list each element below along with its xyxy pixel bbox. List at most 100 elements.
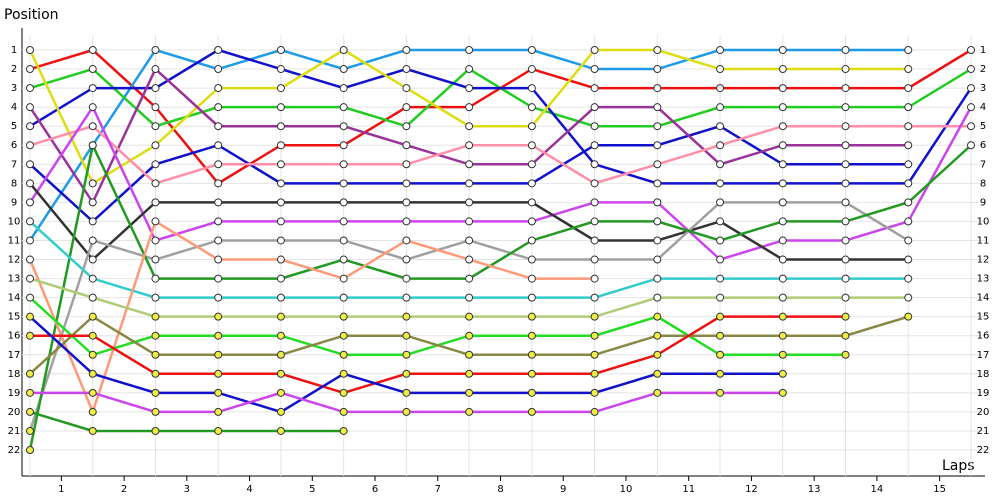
series-marker [778,255,787,264]
series-marker [402,255,411,264]
y-tick-label-right: 16 [977,331,990,342]
y-tick-label: 13 [8,274,21,285]
series-marker [26,388,34,397]
series-marker [88,122,97,131]
series-marker [527,312,536,321]
series-marker [402,331,411,340]
series-marker [967,46,975,54]
series-marker [88,312,97,321]
series-marker [527,274,536,283]
y-tick-label: 16 [8,331,21,342]
series-marker [465,65,474,74]
series-marker [151,293,160,302]
x-tick-label: 11 [682,484,695,495]
x-tick-label: 4 [246,484,252,495]
series-marker [716,122,725,131]
series-marker [716,274,725,283]
series-marker [653,65,662,74]
series-marker [88,369,97,378]
series-marker [841,293,850,302]
series-marker [214,312,223,321]
series-marker [214,426,223,435]
series-line [30,315,846,395]
y-tick-label-right: 15 [977,312,990,323]
y-tick-label-right: 22 [977,445,990,456]
series-marker [276,388,285,397]
series-marker [778,388,787,397]
series-marker [402,217,411,226]
series-marker [841,236,850,245]
series-marker [26,141,34,150]
series-marker [904,103,913,112]
series-marker [214,198,223,207]
series-marker [716,388,725,397]
series-marker [904,217,913,226]
series-marker [590,65,599,74]
series-line [28,219,595,416]
y-tick-label-right: 12 [977,255,990,266]
series-marker [653,274,662,283]
series-marker [26,331,34,340]
series-marker [26,236,34,245]
series-marker [339,312,348,321]
series-marker [214,141,223,150]
series-marker [402,293,411,302]
series-marker [151,217,160,226]
series-marker [151,46,160,54]
series-marker [716,141,725,150]
series-marker [590,84,599,93]
series-marker [716,331,725,340]
y-tick-label: 18 [8,369,21,380]
series-marker [527,141,536,150]
series-marker [465,46,474,54]
series-marker [276,407,285,416]
series-marker [88,198,97,207]
series-marker [527,84,536,93]
series-marker [402,369,411,378]
series-marker [339,179,348,188]
series-marker [841,331,850,340]
series-marker [653,350,662,359]
series-marker [276,350,285,359]
y-tick-label-right: 14 [977,293,990,304]
series-marker [26,198,34,207]
series-marker [716,293,725,302]
series-marker [716,350,725,359]
series-marker [465,103,474,112]
series-marker [339,103,348,112]
series-marker [527,350,536,359]
series-marker [151,84,160,93]
x-tick-label: 10 [620,484,633,495]
series-marker [967,141,975,150]
series-marker [151,122,160,131]
series-marker [465,179,474,188]
y-tick-label: 17 [8,350,21,361]
series-marker [904,274,913,283]
series-marker [26,103,34,112]
series-marker [26,160,34,169]
series-marker [151,255,160,264]
series-marker [904,122,913,131]
series-marker [967,122,975,131]
chart-title: Position [4,7,59,23]
series-marker [653,103,662,112]
series-marker [778,312,787,321]
series-marker [716,65,725,74]
series-marker [778,46,787,54]
series-marker [527,388,536,397]
series-marker [778,236,787,245]
series-marker [465,160,474,169]
x-tick-label: 2 [121,484,127,495]
y-tick-label: 11 [8,235,21,246]
series-marker [590,179,599,188]
series-marker [88,65,97,74]
series-marker [904,312,913,321]
series-marker [841,141,850,150]
series-marker [26,369,34,378]
series-marker [465,236,474,245]
series-marker [88,46,97,54]
series-marker [841,217,850,226]
series-marker [716,46,725,54]
series-marker [276,274,285,283]
